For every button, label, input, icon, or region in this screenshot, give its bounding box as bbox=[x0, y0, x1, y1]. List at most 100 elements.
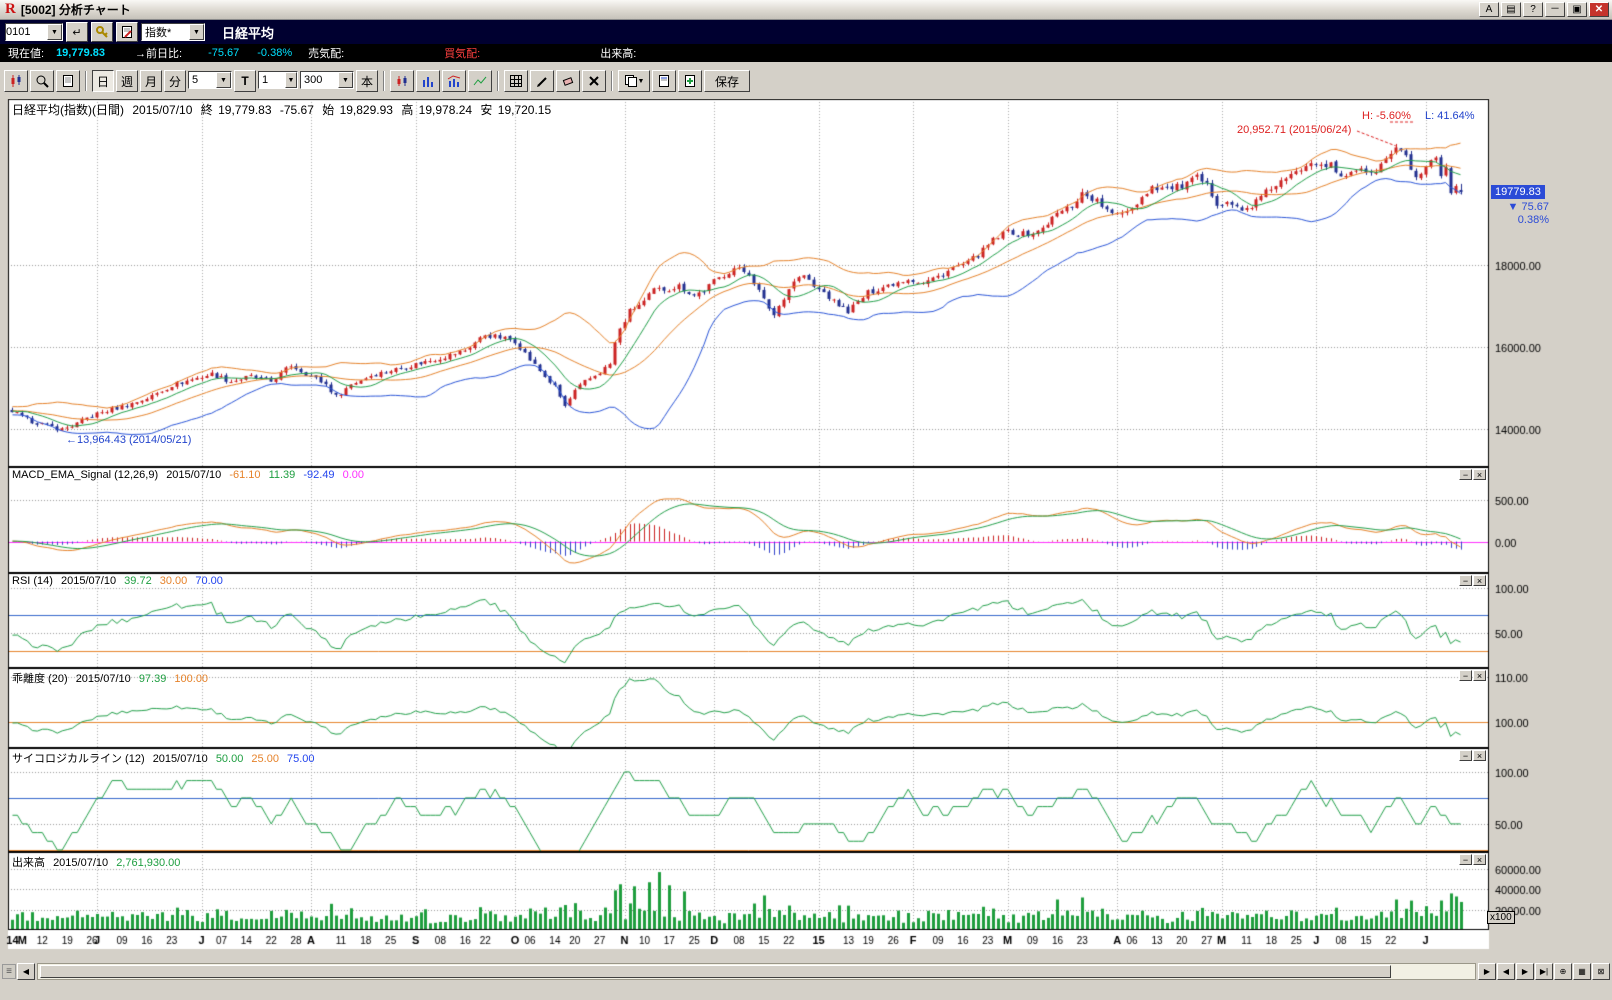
rsi-date: 2015/07/10 bbox=[61, 575, 117, 587]
bars-unit-button[interactable]: 本 bbox=[356, 70, 378, 92]
dropdown-arrow-icon[interactable]: ▼ bbox=[189, 24, 204, 40]
macd-title: MACD_EMA_Signal (12,26,9) bbox=[12, 469, 159, 481]
page-icon bbox=[63, 75, 73, 87]
close-button[interactable]: ✕ bbox=[1589, 2, 1609, 17]
jump-end-button[interactable]: ▶| bbox=[1535, 963, 1553, 980]
template-button[interactable] bbox=[652, 70, 676, 92]
dropdown-arrow-icon[interactable]: ▼ bbox=[47, 24, 62, 40]
interval-select[interactable]: 1 ▼ bbox=[258, 71, 298, 89]
line-chart-button[interactable] bbox=[468, 70, 492, 92]
titlebar: R [5002] 分析チャート A ▤ ? － ▣ ✕ bbox=[0, 0, 1612, 20]
symbol-code-input[interactable] bbox=[6, 25, 40, 39]
save-button[interactable]: 保存 bbox=[704, 70, 750, 92]
dropdown-arrow-icon[interactable]: ▼ bbox=[338, 72, 353, 88]
prev-diff-label: →前日比: bbox=[135, 48, 183, 60]
panel-layout-button[interactable]: ▤ bbox=[1501, 2, 1521, 17]
toolbar-separator bbox=[85, 71, 87, 91]
help-button[interactable]: ? bbox=[1523, 2, 1543, 17]
kairi-value: 97.39 bbox=[138, 673, 167, 685]
panel-minimize-button[interactable]: − bbox=[1459, 469, 1472, 480]
memo-button[interactable] bbox=[116, 22, 138, 42]
down-arrow-icon: ▼ bbox=[1507, 201, 1519, 213]
t-button[interactable]: T bbox=[234, 70, 256, 92]
dropdown-arrow-icon[interactable]: ▼ bbox=[285, 72, 297, 88]
grid-icon bbox=[510, 75, 522, 87]
dropdown-arrow-icon: ▼ bbox=[637, 77, 645, 85]
macd-zero-value: 0.00 bbox=[342, 469, 365, 481]
panel-minimize-button[interactable]: − bbox=[1459, 750, 1472, 761]
erase-line-button[interactable] bbox=[556, 70, 580, 92]
panel-close-button[interactable]: × bbox=[1473, 670, 1486, 681]
dropdown-arrow-icon[interactable]: ▼ bbox=[216, 72, 231, 88]
panel-close-button[interactable]: × bbox=[1473, 854, 1486, 865]
scrollbar-grip[interactable]: ≡ bbox=[2, 964, 16, 979]
delete-all-button[interactable] bbox=[582, 70, 606, 92]
high-pct-annotation: H: -5.60% bbox=[1362, 110, 1411, 122]
rsi-low-level: 30.00 bbox=[159, 575, 188, 587]
candlestick-type-button[interactable] bbox=[390, 70, 414, 92]
copy-dropdown-button[interactable]: ▼ bbox=[618, 70, 650, 92]
zoom-in-button[interactable]: ⊕ bbox=[1554, 963, 1572, 980]
memo-icon bbox=[122, 26, 132, 38]
panel-close-button[interactable]: × bbox=[1473, 750, 1486, 761]
scrollbar-track[interactable] bbox=[37, 963, 1476, 980]
low-label: 安 bbox=[480, 103, 493, 117]
scroll-left-button[interactable]: ◀ bbox=[17, 963, 35, 980]
period-minute-button[interactable]: 分 bbox=[164, 70, 186, 92]
volume-unit-badge: x100 bbox=[1487, 911, 1515, 924]
panel-close-button[interactable]: × bbox=[1473, 575, 1486, 586]
quote-bar: 現在値: 19,779.83 →前日比: -75.67 -0.38% 売気配: … bbox=[0, 44, 1612, 62]
symbol-code-combo[interactable]: ▼ bbox=[5, 23, 63, 41]
tick-size-select[interactable]: 5 ▼ bbox=[188, 71, 232, 89]
font-size-button[interactable]: A bbox=[1479, 2, 1499, 17]
page-left-button[interactable]: ◀ bbox=[1497, 963, 1515, 980]
low-pct-annotation: L: 41.64% bbox=[1425, 110, 1475, 122]
index-type-combo[interactable]: 指数* ▼ bbox=[141, 23, 205, 41]
zoom-button[interactable] bbox=[30, 70, 54, 92]
restore-button[interactable]: ▣ bbox=[1567, 2, 1587, 17]
lock-button[interactable] bbox=[91, 22, 113, 42]
chart-date: 2015/07/10 bbox=[132, 103, 193, 117]
scroll-right-button[interactable]: ▶ bbox=[1478, 963, 1496, 980]
index-type-value: 指数* bbox=[145, 27, 172, 39]
psych-high-level: 75.00 bbox=[287, 753, 315, 765]
app-logo-icon: R bbox=[5, 1, 16, 17]
price-panel-header: 日経平均(指数)(日間) 2015/07/10 終 19,779.83 -75.… bbox=[12, 101, 556, 118]
horizontal-scrollbar: ≡ ◀ ▶ ◀ ▶ ▶| ⊕ ▦ ⊠ bbox=[0, 962, 1612, 981]
key-icon bbox=[96, 26, 108, 38]
macd-date: 2015/07/10 bbox=[166, 469, 222, 481]
period-day-button[interactable]: 日 bbox=[92, 70, 114, 92]
symbol-toolbar: ▼ ↵ 指数* ▼ 日経平均 bbox=[0, 20, 1612, 44]
enter-button[interactable]: ↵ bbox=[66, 22, 88, 42]
tick-size-value: 5 bbox=[192, 74, 199, 86]
page-right-button[interactable]: ▶ bbox=[1516, 963, 1534, 980]
magnifier-icon bbox=[36, 75, 49, 88]
period-week-button[interactable]: 週 bbox=[116, 70, 138, 92]
prev-diff-value: -75.67 bbox=[208, 47, 240, 59]
chart-setup-button[interactable] bbox=[4, 70, 28, 92]
kairi-panel-buttons: − × bbox=[1459, 670, 1486, 681]
panel-minimize-button[interactable]: − bbox=[1459, 575, 1472, 586]
period-month-button[interactable]: 月 bbox=[140, 70, 162, 92]
macd-signal-value: 11.39 bbox=[268, 469, 296, 481]
close-view-button[interactable]: ⊠ bbox=[1592, 963, 1610, 980]
grid-view-button[interactable]: ▦ bbox=[1573, 963, 1591, 980]
panel-minimize-button[interactable]: − bbox=[1459, 670, 1472, 681]
scrollbar-thumb[interactable] bbox=[40, 965, 1391, 978]
volume-panel-buttons: − × bbox=[1459, 854, 1486, 865]
panel-minimize-button[interactable]: − bbox=[1459, 854, 1472, 865]
bar-chart-button[interactable] bbox=[416, 70, 440, 92]
bar-count-select[interactable]: 300 ▼ bbox=[300, 71, 354, 89]
grid-toggle-button[interactable] bbox=[504, 70, 528, 92]
new-layout-button[interactable] bbox=[678, 70, 702, 92]
draw-line-button[interactable] bbox=[530, 70, 554, 92]
macd-panel-buttons: − × bbox=[1459, 469, 1486, 480]
window-title: [5002] 分析チャート bbox=[20, 3, 131, 17]
volume-overlay-button[interactable] bbox=[442, 70, 466, 92]
panel-close-button[interactable]: × bbox=[1473, 469, 1486, 480]
rsi-panel-header: RSI (14) 2015/07/10 39.72 30.00 70.00 bbox=[12, 575, 228, 587]
sheet-plus-icon bbox=[685, 75, 695, 87]
minimize-button[interactable]: － bbox=[1545, 2, 1565, 17]
copy-chart-button[interactable] bbox=[56, 70, 80, 92]
